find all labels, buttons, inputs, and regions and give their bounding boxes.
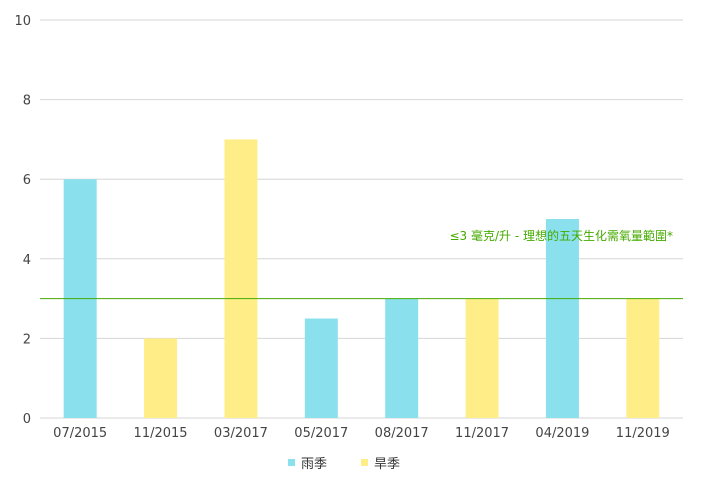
legend-swatch-rainy — [288, 459, 295, 466]
bar-08/2017 — [385, 298, 419, 418]
x-tick-label: 08/2017 — [375, 426, 429, 441]
legend-label-dry: 旱季 — [374, 457, 400, 472]
x-tick-label: 11/2017 — [455, 426, 509, 441]
bar-04/2019 — [545, 219, 579, 418]
x-tick-label: 03/2017 — [214, 426, 268, 441]
legend-swatch-dry — [361, 459, 368, 466]
bar-03/2017 — [224, 139, 258, 418]
y-axis-ticks: 0 2 4 6 8 10 — [14, 14, 31, 427]
y-tick-label: 6 — [23, 173, 31, 188]
bars — [63, 139, 660, 418]
x-tick-label: 11/2019 — [616, 426, 670, 441]
y-tick-label: 4 — [23, 253, 31, 268]
bar-05/2017 — [304, 318, 338, 418]
x-tick-label: 05/2017 — [294, 426, 348, 441]
legend-label-rainy: 雨季 — [301, 457, 327, 472]
x-tick-label: 11/2015 — [134, 426, 188, 441]
y-tick-label: 2 — [23, 332, 31, 347]
x-axis-ticks: 07/2015 11/2015 03/2017 05/2017 08/2017 11/20… — [53, 426, 670, 441]
y-tick-label: 10 — [14, 14, 31, 29]
x-tick-label: 04/2019 — [535, 426, 589, 441]
legend: 雨季 旱季 — [288, 457, 400, 472]
bar-11/2015 — [144, 338, 178, 418]
reference-line-group: ≤3 毫克/升 - 理想的五天生化需氧量範圍* — [40, 228, 683, 300]
bar-11/2019 — [626, 298, 660, 418]
reference-line-label: ≤3 毫克/升 - 理想的五天生化需氧量範圍* — [449, 228, 673, 243]
grid-lines — [40, 19, 683, 419]
x-tick-label: 07/2015 — [53, 426, 107, 441]
y-tick-label: 0 — [23, 412, 31, 427]
bar-11/2017 — [465, 298, 499, 418]
y-tick-label: 8 — [23, 94, 31, 109]
